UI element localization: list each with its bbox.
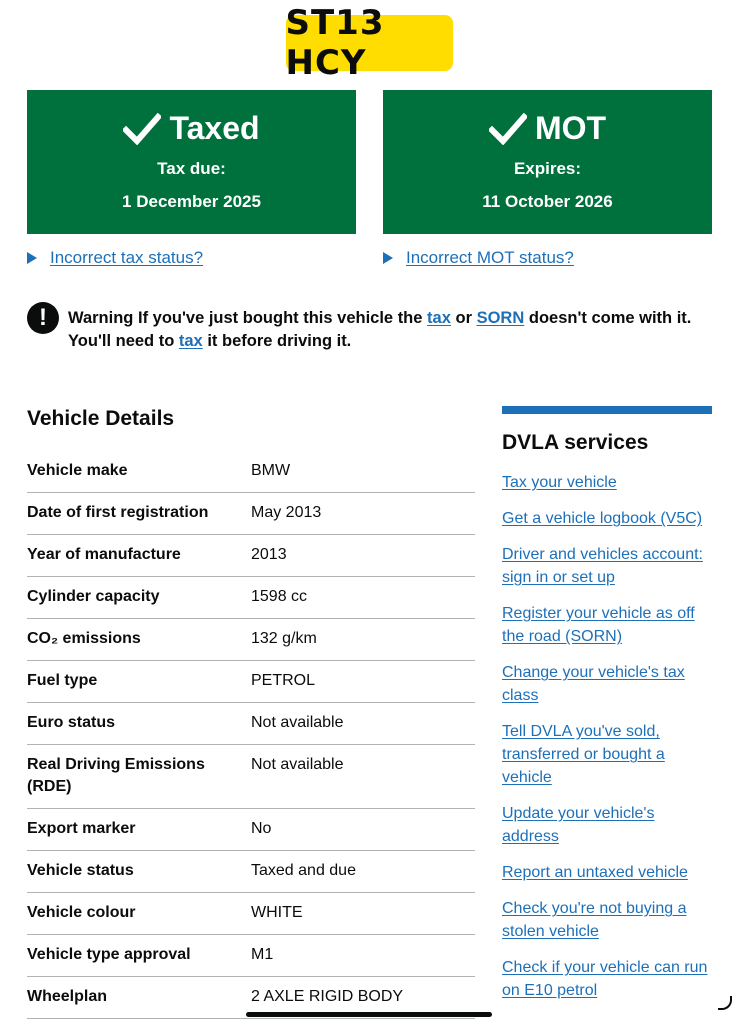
list-item: Tax your vehicle <box>502 471 712 494</box>
report-untaxed-link[interactable]: Report an untaxed vehicle <box>502 864 688 881</box>
warning-text-part: it before driving it. <box>207 332 352 350</box>
register-sorn-link[interactable]: Register your vehicle as off the road (S… <box>502 605 695 645</box>
row-value: M1 <box>251 946 274 963</box>
tick-icon <box>123 112 162 145</box>
row-key: Export marker <box>27 820 136 837</box>
row-key: Year of manufacture <box>27 546 181 563</box>
tick-icon <box>488 112 527 145</box>
list-item: Update your vehicle's address <box>502 802 712 848</box>
list-item: Get a vehicle logbook (V5C) <box>502 507 712 530</box>
mot-expiry-date: 11 October 2026 <box>482 192 613 211</box>
warning-notice: ! Warning If you've just bought this veh… <box>27 302 717 353</box>
check-e10-link[interactable]: Check if your vehicle can run on E10 pet… <box>502 959 708 999</box>
list-item: Register your vehicle as off the road (S… <box>502 602 712 648</box>
warning-text-part: doesn't come with it. You'll need to <box>68 309 692 350</box>
table-row: Vehicle make BMW <box>27 451 475 493</box>
vehicle-details-heading: Vehicle Details <box>27 407 175 430</box>
row-key: Fuel type <box>27 672 98 689</box>
exclamation-icon: ! <box>27 302 59 334</box>
row-value: No <box>251 820 272 837</box>
row-value: BMW <box>251 462 291 479</box>
tax-due-date: 1 December 2025 <box>122 192 261 211</box>
row-key: Real Driving Emissions (RDE) <box>27 756 205 795</box>
table-row: Vehicle status Taxed and due <box>27 851 475 893</box>
row-key: Vehicle make <box>27 462 128 479</box>
row-value: May 2013 <box>251 504 322 521</box>
tax-status-panel: Taxed Tax due: 1 December 2025 <box>27 90 356 234</box>
tell-dvla-sold-link[interactable]: Tell DVLA you've sold, transferred or bo… <box>502 723 665 786</box>
row-key: Date of first registration <box>27 504 209 521</box>
row-value: 2 AXLE RIGID BODY <box>251 988 404 1005</box>
row-value: 2013 <box>251 546 287 563</box>
dvla-services-heading: DVLA services <box>502 431 649 454</box>
home-indicator[interactable] <box>246 1012 492 1017</box>
list-item: Report an untaxed vehicle <box>502 861 712 884</box>
tax-link[interactable]: tax <box>427 309 451 327</box>
check-stolen-link[interactable]: Check you're not buying a stolen vehicle <box>502 900 687 940</box>
tax-link[interactable]: tax <box>178 332 203 350</box>
table-row: Cylinder capacity 1598 cc <box>27 577 475 619</box>
table-row: Year of manufacture 2013 <box>27 535 475 577</box>
tax-status-label: Taxed <box>169 110 260 146</box>
row-key: Vehicle type approval <box>27 946 191 963</box>
tax-status-title: Taxed <box>123 110 260 147</box>
incorrect-mot-status-toggle[interactable]: Incorrect MOT status? <box>383 248 712 268</box>
triangle-right-icon <box>383 252 393 264</box>
list-item: Check if your vehicle can run on E10 pet… <box>502 956 712 1002</box>
row-key: Cylinder capacity <box>27 588 160 605</box>
status-disclosures: Incorrect tax status? Incorrect MOT stat… <box>27 248 712 268</box>
incorrect-mot-status-link[interactable]: Incorrect MOT status? <box>406 248 574 267</box>
warning-text: Warning If you've just bought this vehic… <box>68 302 717 353</box>
row-value: 1598 cc <box>251 588 308 605</box>
warning-text-part: If you've just bought this vehicle the <box>137 309 423 327</box>
row-key: Wheelplan <box>27 988 108 1005</box>
plate-container: ST13 HCY <box>0 3 738 83</box>
mot-status-panel: MOT Expires: 11 October 2026 <box>383 90 712 234</box>
row-value: WHITE <box>251 904 303 921</box>
mot-expires-label: Expires: <box>513 159 582 178</box>
row-key: Vehicle colour <box>27 904 136 921</box>
dvla-services-list: Tax your vehicle Get a vehicle logbook (… <box>502 471 712 1002</box>
table-row: Date of first registration May 2013 <box>27 493 475 535</box>
update-address-link[interactable]: Update your vehicle's address <box>502 805 655 845</box>
warning-text-part: or <box>455 309 473 327</box>
table-row: Wheelplan 2 AXLE RIGID BODY <box>27 977 475 1019</box>
status-panels: Taxed Tax due: 1 December 2025 MOT Expir… <box>27 90 712 234</box>
table-row: Vehicle type approval M1 <box>27 935 475 977</box>
dvla-services-panel: DVLA services Tax your vehicle Get a veh… <box>502 406 712 1015</box>
table-row: Euro status Not available <box>27 703 475 745</box>
row-key: CO₂ emissions <box>27 630 141 647</box>
tax-your-vehicle-link[interactable]: Tax your vehicle <box>502 474 617 491</box>
sorn-link[interactable]: SORN <box>476 309 525 327</box>
incorrect-tax-status-link[interactable]: Incorrect tax status? <box>50 248 204 267</box>
table-row: Real Driving Emissions (RDE) Not availabl… <box>27 745 475 809</box>
vehicle-details-table: Vehicle make BMW Date of first registrati… <box>27 451 475 1019</box>
list-item: Driver and vehicles account: sign in or … <box>502 543 712 589</box>
scroll-corner-icon <box>718 996 732 1010</box>
row-value: Not available <box>251 756 344 773</box>
registration-plate: ST13 HCY <box>285 3 453 83</box>
list-item: Tell DVLA you've sold, transferred or bo… <box>502 720 712 789</box>
row-value: Not available <box>251 714 344 731</box>
mot-status-title: MOT <box>488 110 607 147</box>
table-row: Export marker No <box>27 809 475 851</box>
row-value: PETROL <box>251 672 316 689</box>
warning-label: Warning <box>68 309 134 327</box>
change-tax-class-link[interactable]: Change your vehicle's tax class <box>502 664 685 704</box>
table-row: Fuel type PETROL <box>27 661 475 703</box>
triangle-right-icon <box>27 252 37 264</box>
list-item: Check you're not buying a stolen vehicle <box>502 897 712 943</box>
row-value: 132 g/km <box>251 630 317 647</box>
get-logbook-link[interactable]: Get a vehicle logbook (V5C) <box>502 510 703 527</box>
row-key: Vehicle status <box>27 862 134 879</box>
row-key: Euro status <box>27 714 116 731</box>
incorrect-tax-status-toggle[interactable]: Incorrect tax status? <box>27 248 356 268</box>
row-value: Taxed and due <box>251 862 356 879</box>
table-row: Vehicle colour WHITE <box>27 893 475 935</box>
table-row: CO₂ emissions 132 g/km <box>27 619 475 661</box>
list-item: Change your vehicle's tax class <box>502 661 712 707</box>
mot-status-label: MOT <box>534 110 607 146</box>
tax-due-label: Tax due: <box>157 159 226 178</box>
driver-account-link[interactable]: Driver and vehicles account: sign in or … <box>502 546 703 586</box>
